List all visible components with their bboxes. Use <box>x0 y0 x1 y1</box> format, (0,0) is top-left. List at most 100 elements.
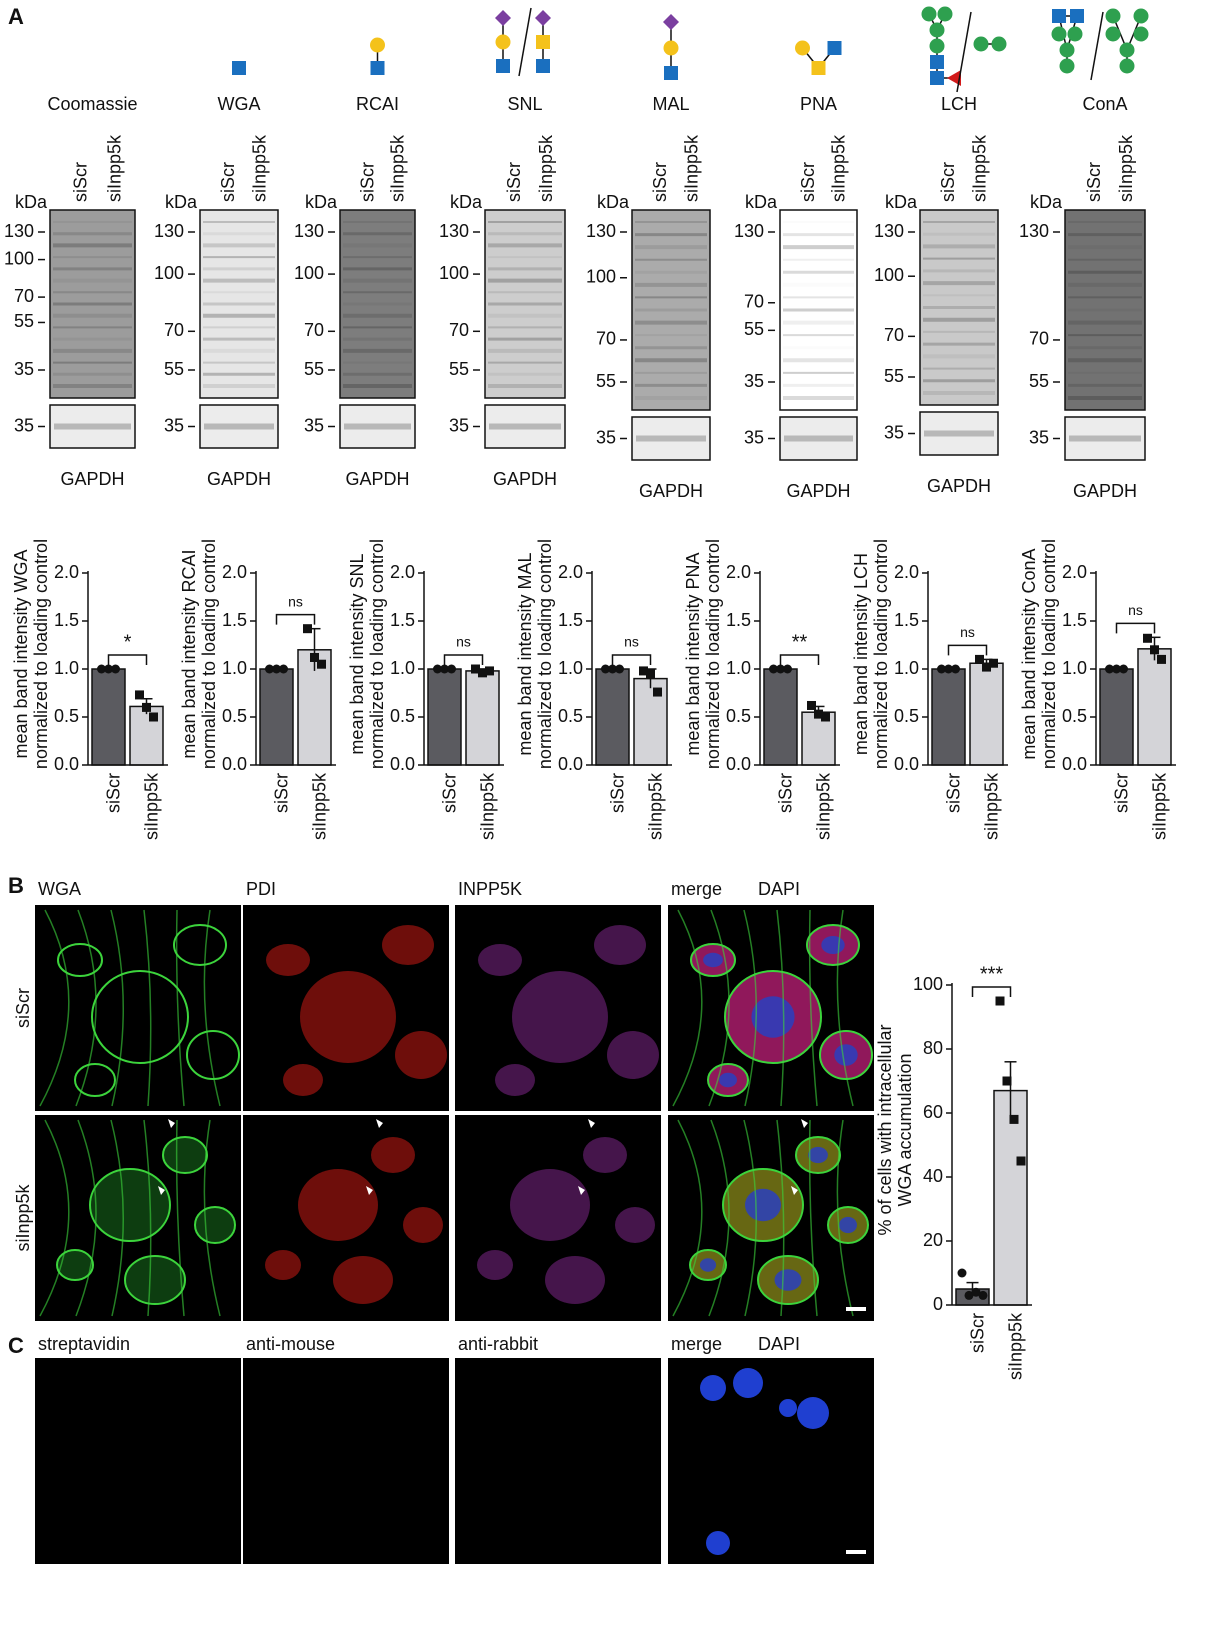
x-tick-label: siInpp5k <box>309 772 329 840</box>
lectin-label: WGA <box>218 94 261 114</box>
x-tick-label: siScr <box>1111 773 1131 813</box>
data-point <box>964 1290 974 1300</box>
cell <box>583 1137 627 1173</box>
y-axis-label: mean band intensity SNL <box>347 553 367 754</box>
data-point <box>1150 645 1159 655</box>
bar <box>969 662 1004 766</box>
kda-marker: 100 <box>294 263 324 283</box>
lectin-label: RCAI <box>356 94 399 114</box>
cell <box>594 925 646 965</box>
data-point <box>944 664 953 674</box>
channel-label: WGA <box>38 879 81 899</box>
kda-label: kDa <box>15 192 48 212</box>
cell <box>56 1249 94 1281</box>
cell <box>265 1250 301 1280</box>
lectin-label: MAL <box>652 94 689 114</box>
micrograph <box>455 1358 661 1564</box>
y-tick-label: 0.0 <box>54 754 79 774</box>
data-point <box>149 712 158 722</box>
y-tick-label: 1.0 <box>1062 658 1087 678</box>
glycan-circle <box>1059 58 1075 74</box>
y-tick-label: 1.5 <box>726 610 751 630</box>
bar <box>931 668 966 766</box>
nucleus <box>703 952 723 968</box>
significance-label: ns <box>456 634 471 650</box>
y-tick-label: 1.5 <box>222 610 247 630</box>
lane-label: siScr <box>1084 162 1104 202</box>
data-point <box>440 664 449 674</box>
data-point <box>279 664 288 674</box>
glycan-square <box>370 61 385 75</box>
significance-bracket <box>971 986 1012 997</box>
x-tick-label: siScr <box>943 773 963 813</box>
arrowhead <box>588 1119 595 1128</box>
nucleus <box>834 1044 858 1066</box>
neurite <box>75 909 97 1107</box>
glycan-diamond <box>663 14 679 30</box>
nucleus <box>779 1399 797 1417</box>
cell <box>173 924 227 966</box>
data-point <box>783 664 792 674</box>
glycan-triangle <box>947 70 961 86</box>
glycan-square <box>232 61 246 75</box>
lane-label: siScr <box>357 162 377 202</box>
kda-marker: 35 <box>744 427 764 447</box>
data-point <box>1143 633 1152 643</box>
kda-marker: 55 <box>884 366 904 386</box>
x-tick-label: siInpp5k <box>645 772 665 840</box>
cell <box>186 1030 240 1080</box>
neurite <box>203 909 221 1107</box>
cell <box>382 925 434 965</box>
data-point <box>1119 664 1128 674</box>
glycan-circle <box>1133 26 1149 42</box>
cell <box>333 1256 393 1304</box>
loading-label: GAPDH <box>1073 481 1137 501</box>
kda-marker: 35 <box>449 415 469 435</box>
cell <box>545 1256 605 1304</box>
glycan-circle <box>973 36 989 52</box>
glycan-circle <box>929 38 945 54</box>
kda-marker: 55 <box>164 359 184 379</box>
y-axis-label: normalized to loading control <box>703 539 723 769</box>
cell <box>300 971 396 1063</box>
cell <box>607 1031 659 1079</box>
kda-marker: 35 <box>14 359 34 379</box>
kda-marker: 130 <box>154 221 184 241</box>
kda-label: kDa <box>305 192 338 212</box>
kda-marker: 55 <box>744 319 764 339</box>
channel-label: PDI <box>246 879 276 899</box>
neurite <box>708 909 730 1107</box>
y-axis-label: mean band intensity PNA <box>683 552 703 755</box>
x-tick-label: siScr <box>271 773 291 813</box>
y-axis-label: % of cells with intracellular <box>875 1024 895 1235</box>
cell <box>510 1169 590 1241</box>
y-tick-label: 1.0 <box>558 658 583 678</box>
nucleus <box>699 1258 717 1272</box>
cell <box>283 1064 323 1096</box>
data-point <box>769 664 778 674</box>
data-point <box>485 666 494 676</box>
micrograph <box>35 1358 241 1564</box>
kda-marker: 55 <box>304 359 324 379</box>
significance-bracket <box>107 654 148 665</box>
lectin-label: ConA <box>1082 94 1127 114</box>
data-point <box>957 1268 967 1278</box>
significance-bracket <box>275 613 316 625</box>
cell <box>395 1031 447 1079</box>
y-tick-label: 1.0 <box>222 658 247 678</box>
y-axis-label: mean band intensity MAL <box>515 552 535 755</box>
nucleus <box>821 936 845 954</box>
data-point <box>937 664 946 674</box>
y-tick-label: 100 <box>913 974 943 994</box>
cell <box>89 1168 171 1242</box>
y-tick-label: 2.0 <box>222 562 247 582</box>
data-point <box>1157 654 1166 664</box>
y-tick-label: 0.0 <box>894 754 919 774</box>
kda-marker: 35 <box>884 422 904 442</box>
blot <box>631 209 711 411</box>
arrowhead <box>168 1119 175 1128</box>
kda-marker: 70 <box>744 292 764 312</box>
cell <box>371 1137 415 1173</box>
y-axis-label: mean band intensity WGA <box>11 549 31 758</box>
